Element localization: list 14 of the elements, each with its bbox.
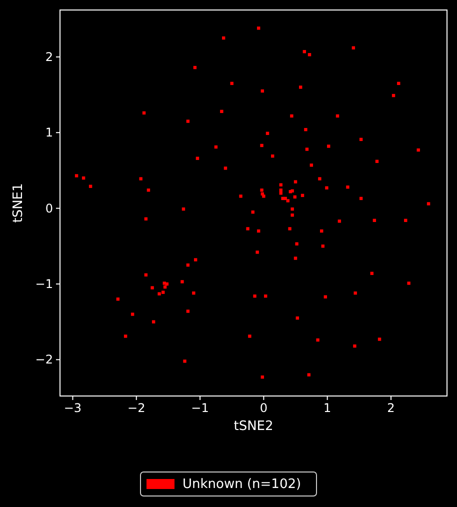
y-tick-label: 2: [45, 50, 53, 64]
y-tick-label: −2: [35, 352, 53, 367]
x-axis-title: tSNE2: [234, 419, 274, 434]
x-tick-label: 0: [260, 401, 268, 415]
x-tick-label: −2: [128, 401, 146, 415]
y-axis-title: tSNE1: [11, 183, 26, 223]
y-tick-label: 1: [45, 126, 53, 140]
legend-label: Unknown (n=102): [182, 477, 302, 492]
y-tick-label: −1: [35, 276, 53, 291]
x-tick-label: −1: [191, 401, 209, 415]
x-tick-label: 1: [324, 401, 332, 415]
y-tick-label: 0: [45, 201, 53, 216]
x-tick-label: −3: [64, 401, 82, 415]
x-tick-label: 2: [387, 401, 395, 415]
